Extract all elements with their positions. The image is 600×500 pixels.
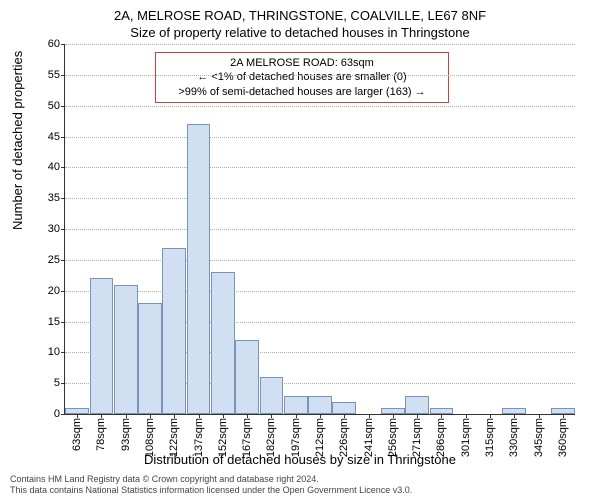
ytick-label: 30 xyxy=(36,223,60,235)
bar xyxy=(211,272,235,414)
chart-title-main: 2A, MELROSE ROAD, THRINGSTONE, COALVILLE… xyxy=(0,0,600,23)
bar xyxy=(138,303,162,414)
xtick-label: 78sqm xyxy=(95,418,107,451)
gridline xyxy=(65,229,575,230)
ytick-label: 10 xyxy=(36,346,60,358)
bar xyxy=(187,124,211,414)
bar xyxy=(332,402,356,414)
annotation-line-2: ← <1% of detached houses are smaller (0) xyxy=(162,70,442,84)
bar xyxy=(162,248,186,415)
annotation-box: 2A MELROSE ROAD: 63sqm ← <1% of detached… xyxy=(155,52,449,103)
gridline xyxy=(65,106,575,107)
y-axis-label: Number of detached properties xyxy=(10,51,25,230)
ytick-label: 60 xyxy=(36,38,60,50)
ytick-label: 45 xyxy=(36,131,60,143)
ytick-label: 25 xyxy=(36,254,60,266)
bar xyxy=(114,285,138,415)
y-axis-ticks: 051015202530354045505560 xyxy=(34,44,64,414)
xtick-label: 93sqm xyxy=(120,418,132,451)
ytick-mark xyxy=(61,291,65,292)
bar xyxy=(308,396,332,415)
xtick-label: 63sqm xyxy=(71,418,83,451)
gridline xyxy=(65,44,575,45)
bar xyxy=(284,396,308,415)
bar xyxy=(90,278,114,414)
chart-title-sub: Size of property relative to detached ho… xyxy=(0,23,600,40)
ytick-mark xyxy=(61,352,65,353)
ytick-label: 20 xyxy=(36,285,60,297)
gridline xyxy=(65,75,575,76)
ytick-label: 40 xyxy=(36,161,60,173)
ytick-mark xyxy=(61,75,65,76)
annotation-line-3: >99% of semi-detached houses are larger … xyxy=(162,85,442,99)
bar xyxy=(405,396,429,415)
gridline xyxy=(65,260,575,261)
ytick-mark xyxy=(61,167,65,168)
ytick-label: 5 xyxy=(36,377,60,389)
ytick-mark xyxy=(61,137,65,138)
footer-attribution: Contains HM Land Registry data © Crown c… xyxy=(10,474,412,496)
ytick-mark xyxy=(61,229,65,230)
ytick-label: 55 xyxy=(36,69,60,81)
ytick-label: 35 xyxy=(36,192,60,204)
gridline xyxy=(65,291,575,292)
ytick-mark xyxy=(61,322,65,323)
ytick-mark xyxy=(61,414,65,415)
footer-line-2: This data contains National Statistics i… xyxy=(10,485,412,496)
annotation-line-1: 2A MELROSE ROAD: 63sqm xyxy=(162,56,442,70)
ytick-mark xyxy=(61,383,65,384)
ytick-label: 15 xyxy=(36,316,60,328)
ytick-mark xyxy=(61,44,65,45)
footer-line-1: Contains HM Land Registry data © Crown c… xyxy=(10,474,412,485)
gridline xyxy=(65,137,575,138)
ytick-mark xyxy=(61,260,65,261)
ytick-label: 0 xyxy=(36,408,60,420)
bar xyxy=(260,377,284,414)
bar xyxy=(235,340,259,414)
ytick-mark xyxy=(61,198,65,199)
ytick-mark xyxy=(61,106,65,107)
chart-plot-area: 2A MELROSE ROAD: 63sqm ← <1% of detached… xyxy=(64,44,575,415)
ytick-label: 50 xyxy=(36,100,60,112)
gridline xyxy=(65,198,575,199)
gridline xyxy=(65,167,575,168)
x-axis-label: Distribution of detached houses by size … xyxy=(0,452,600,467)
